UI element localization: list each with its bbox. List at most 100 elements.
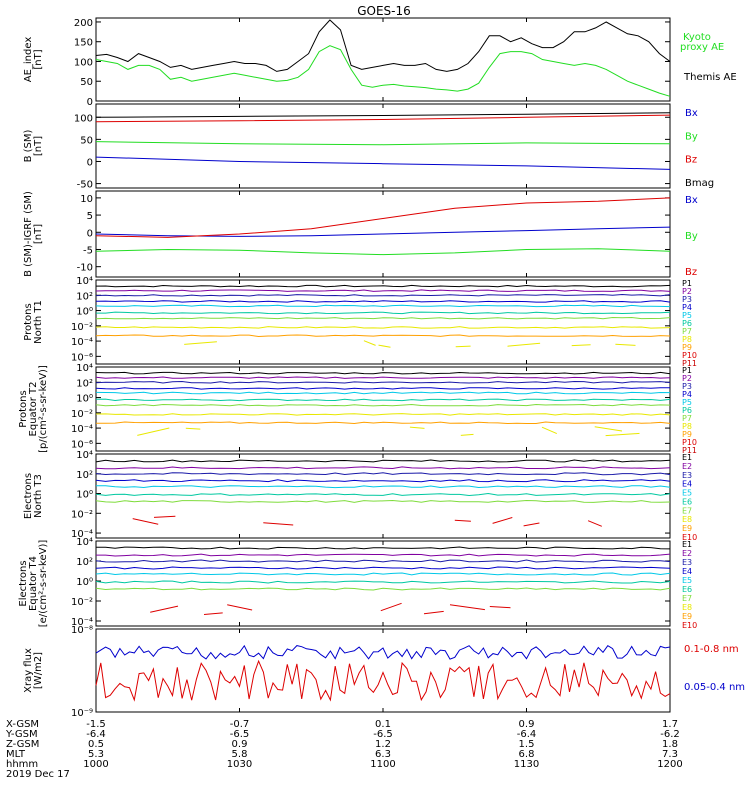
y-tick-label: 10⁻²	[71, 322, 93, 333]
legend-e8: E8	[682, 515, 692, 524]
y-tick-label: 10⁴	[76, 450, 93, 461]
legend-p4: P4	[682, 303, 692, 312]
series-bz-line	[95, 114, 671, 123]
channel-p4-line	[95, 300, 671, 303]
sparse-segment	[571, 344, 591, 347]
sparse-segment	[455, 345, 471, 348]
legend-xray-short: 0.05-0.4 nm	[684, 682, 745, 693]
y-tick-label: 10⁴	[76, 363, 93, 374]
channel-e2-line	[95, 466, 671, 470]
legend-e7: E7	[682, 506, 692, 515]
channel-p1-line	[95, 284, 671, 288]
xray-long-line	[95, 659, 671, 702]
sparse-segment	[423, 610, 444, 615]
panel-5-ylabel: Protons	[18, 390, 29, 427]
sparse-segment	[492, 517, 513, 524]
sparse-segment	[363, 340, 376, 346]
channel-p8-line	[95, 413, 671, 416]
panel-2-ylabel: B (SM)	[23, 129, 34, 162]
sparse-segment	[378, 344, 391, 348]
y-tick-label: 10⁻⁶	[71, 439, 93, 450]
channel-e1-line	[96, 546, 671, 550]
sparse-segment	[263, 522, 294, 526]
ephem-value: 1.2	[375, 739, 391, 750]
panel-7-ylabel: Equator T4	[28, 556, 39, 611]
panel-7-ylabel: [e/(cm²-s-sr-keV)]	[38, 540, 49, 628]
ephem-value: -6.4	[517, 729, 537, 740]
series-kyoto-proxy-ae-line	[95, 45, 671, 97]
y-tick-label: 10⁻⁸	[71, 625, 93, 636]
sparse-segment	[409, 426, 425, 429]
ephem-value: 5.8	[232, 749, 248, 760]
x-axis-ephemeris: X-GSM -1.5 -0.7 0.1 0.9 1.7 Y-GSM -6.4 -6.5 -6.5 -…	[5, 719, 683, 780]
ephem-value: 1000	[83, 759, 108, 770]
legend-e5: E5	[682, 489, 692, 498]
series-bmag-line	[95, 112, 671, 118]
sparse-segment	[541, 426, 557, 435]
legend-e6: E6	[682, 585, 692, 594]
ephem-value: 1.8	[662, 739, 678, 750]
panel-2: -50 0 50 100 Bx By Bz Bmag B (SM) [nT]	[23, 103, 714, 191]
panel-5-frame	[95, 366, 671, 452]
y-tick-label: 50	[80, 135, 93, 146]
y-tick-label: -50	[77, 180, 93, 191]
ephem-value: 5.3	[88, 749, 104, 760]
panel-2-ylabel: [nT]	[33, 136, 44, 156]
panel-3-ylabel: B (SM)-IGRF (SM)	[23, 191, 34, 277]
panel-1-ylabel: AE_index	[23, 37, 34, 83]
ephem-value: 0.9	[519, 719, 535, 730]
panel-6-frame	[95, 453, 671, 539]
sparse-segment	[227, 604, 253, 611]
series-bz-line	[95, 197, 671, 238]
panel-3: -10 -5 0 5 10 Bx By Bz B (SM)-IGRF (SM) [nT]	[23, 190, 698, 278]
channel-p8-line	[95, 326, 671, 329]
sparse-segment	[489, 606, 511, 609]
panel-8: 10⁻⁸ 10⁻⁹ 0.1-0.8 nm 0.05-0.4 nm Xray flux [W…	[23, 625, 745, 719]
panel-1-frame	[95, 17, 671, 102]
y-tick-label: 0	[87, 157, 93, 168]
sparse-segment	[460, 433, 474, 436]
legend-bx: Bx	[685, 108, 698, 119]
sparse-segment	[523, 522, 540, 527]
legend-p8: P8	[682, 422, 692, 431]
ephem-value: 0.1	[375, 719, 391, 730]
sparse-segment	[150, 605, 179, 613]
channel-e5-line	[95, 485, 671, 489]
legend-bmag: Bmag	[685, 178, 714, 189]
legend-p5: P5	[682, 398, 692, 407]
legend-p11: P11	[682, 359, 697, 368]
panel-5-ylabel: [p/(cm²-s-sr-keV)]	[38, 365, 49, 453]
panel-7-ylabel: Electrons	[18, 560, 29, 606]
channel-e7-line	[95, 499, 671, 503]
figure-title: GOES-16	[357, 4, 411, 18]
channel-p3-line	[95, 293, 671, 297]
channel-e1-line	[95, 459, 671, 463]
date-label: 2019 Dec 17	[6, 769, 70, 780]
panel-4: 10⁴10²10⁰10⁻²10⁻⁴10⁻⁶P1P2P3P4P5P6P7P8P9P…	[23, 276, 697, 368]
legend-bz: Bz	[685, 155, 697, 166]
series-bx-line	[95, 226, 671, 237]
y-tick-label: 10⁴	[76, 537, 93, 548]
panel-8-ylabel: [W/m2]	[33, 652, 44, 689]
ephem-value: 1.7	[662, 719, 678, 730]
y-tick-label: 100	[74, 113, 93, 124]
channel-e2-line	[96, 553, 671, 557]
series-bx-line	[95, 156, 671, 170]
y-tick-label: 10²	[76, 470, 93, 481]
legend-by: By	[685, 131, 698, 142]
legend-e3: E3	[682, 558, 692, 567]
channel-e4-line	[95, 566, 671, 570]
ephem-label-hhmm: hhmm	[6, 759, 38, 770]
ephem-label-x-gsm: X-GSM	[6, 719, 39, 730]
ephem-label-mlt: MLT	[6, 749, 26, 760]
legend-p10: P10	[682, 351, 697, 360]
legend-p4: P4	[682, 390, 692, 399]
legend-e7: E7	[682, 594, 692, 603]
ephem-value: 1100	[370, 759, 395, 770]
y-tick-label: 10⁴	[76, 276, 93, 287]
panel-7-frame	[95, 540, 671, 627]
